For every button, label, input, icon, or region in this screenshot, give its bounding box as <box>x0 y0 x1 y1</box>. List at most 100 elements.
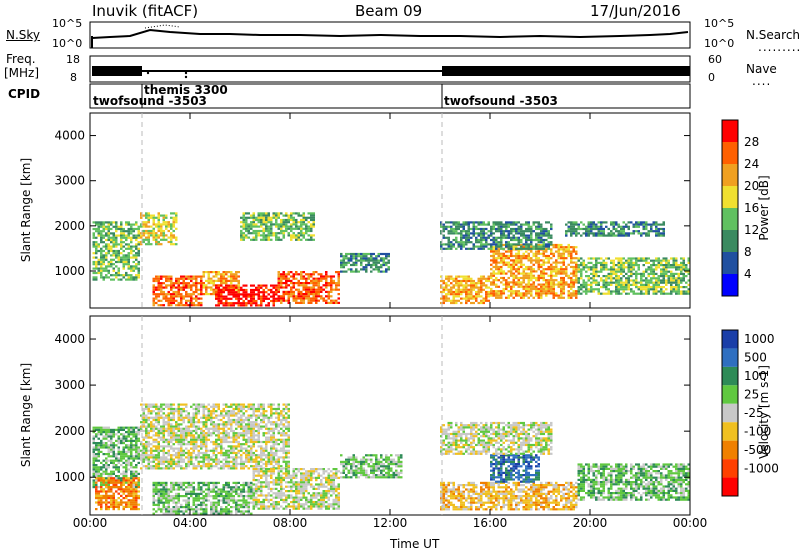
heatmap-cell <box>657 283 660 286</box>
heatmap-cell <box>560 296 563 299</box>
heatmap-cell <box>312 284 315 287</box>
heatmap-cell <box>210 282 213 285</box>
heatmap-cell <box>237 302 240 305</box>
heatmap-cell <box>325 290 328 293</box>
heatmap-cell <box>102 446 105 449</box>
heatmap-cell <box>262 223 265 226</box>
heatmap-cell <box>185 432 188 435</box>
heatmap-cell <box>227 279 230 282</box>
heatmap-cell <box>517 272 520 275</box>
heatmap-cell <box>502 270 505 273</box>
heatmap-cell <box>170 293 173 296</box>
heatmap-cell <box>100 271 103 275</box>
heatmap-cell <box>140 225 143 228</box>
heatmap-cell <box>612 234 615 237</box>
heatmap-cell <box>540 238 543 242</box>
heatmap-cell <box>572 292 575 295</box>
heatmap-cell <box>310 282 313 285</box>
heatmap-cell <box>172 301 175 305</box>
heatmap-cell <box>660 281 663 284</box>
heatmap-cell <box>480 295 483 298</box>
heatmap-cell <box>465 221 468 224</box>
heatmap-cell <box>555 274 558 277</box>
heatmap-cell <box>240 465 243 468</box>
heatmap-cell <box>632 268 635 271</box>
heatmap-cell <box>175 212 178 215</box>
heatmap-cell <box>242 460 245 463</box>
heatmap-cell <box>260 286 263 289</box>
heatmap-cell <box>175 451 178 455</box>
heatmap-cell <box>372 268 375 271</box>
heatmap-cell <box>295 282 298 285</box>
heatmap-cell <box>622 264 625 267</box>
heatmap-cell <box>225 440 228 444</box>
heatmap-cell <box>500 236 503 239</box>
heatmap-cell <box>617 275 620 278</box>
heatmap-cell <box>625 277 628 280</box>
heatmap-cell <box>655 290 658 293</box>
heatmap-cell <box>190 462 193 466</box>
heatmap-cell <box>602 281 605 284</box>
heatmap-cell <box>142 425 145 428</box>
heatmap-cell <box>150 423 153 426</box>
heatmap-cell <box>272 304 275 307</box>
heatmap-cell <box>165 223 168 226</box>
heatmap-cell <box>577 268 580 271</box>
heatmap-cell <box>585 275 588 278</box>
heatmap-cell <box>512 234 515 237</box>
heatmap-cell <box>167 240 170 244</box>
heatmap-cell <box>457 227 460 231</box>
heatmap-cell <box>595 225 598 228</box>
heatmap-cell <box>125 278 128 281</box>
heatmap-cell <box>497 261 500 264</box>
heatmap-cell <box>297 288 300 291</box>
heatmap-cell <box>235 418 238 422</box>
heatmap-cell <box>515 246 518 249</box>
heatmap-cell <box>670 292 673 295</box>
heatmap-cell <box>152 405 155 408</box>
heatmap-cell <box>202 275 205 278</box>
heatmap-cell <box>117 269 120 272</box>
heatmap-cell <box>457 275 460 278</box>
heatmap-cell <box>170 284 173 287</box>
heatmap-cell <box>675 283 678 286</box>
heatmap-cell <box>540 287 543 291</box>
heatmap-cell <box>240 410 243 413</box>
heatmap-cell <box>245 418 248 422</box>
heatmap-cell <box>527 279 530 282</box>
heatmap-cell <box>572 248 575 251</box>
heatmap-cell <box>270 232 273 235</box>
heatmap-cell <box>267 221 270 224</box>
heatmap-cell <box>312 286 315 289</box>
heatmap-cell <box>105 258 108 261</box>
heatmap-cell <box>515 290 518 293</box>
heatmap-cell <box>355 257 358 260</box>
heatmap-cell <box>190 279 193 283</box>
heatmap-cell <box>550 265 553 269</box>
heatmap-cell <box>572 230 575 233</box>
heatmap-cell <box>112 245 115 248</box>
heatmap-cell <box>622 261 625 264</box>
heatmap-cell <box>100 236 103 239</box>
heatmap-cell <box>100 481 103 484</box>
heatmap-cell <box>472 301 475 305</box>
heatmap-cell <box>530 274 533 277</box>
heatmap-cell <box>667 261 670 264</box>
heatmap-cell <box>277 225 280 228</box>
heatmap-cell <box>535 243 538 246</box>
heatmap-cell <box>282 290 285 293</box>
heatmap-cell <box>542 268 545 271</box>
heatmap-cell <box>165 225 168 228</box>
heatmap-cell <box>172 458 175 461</box>
heatmap-cell <box>95 433 98 436</box>
heatmap-cell <box>185 451 188 455</box>
heatmap-cell <box>125 247 128 250</box>
heatmap-cell <box>117 256 120 259</box>
heatmap-cell <box>372 257 375 260</box>
heatmap-cell <box>495 247 498 250</box>
heatmap-cell <box>107 466 110 469</box>
heatmap-cell <box>605 266 608 269</box>
heatmap-cell <box>197 407 200 411</box>
heatmap-cell <box>650 277 653 280</box>
heatmap-cell <box>235 427 238 430</box>
